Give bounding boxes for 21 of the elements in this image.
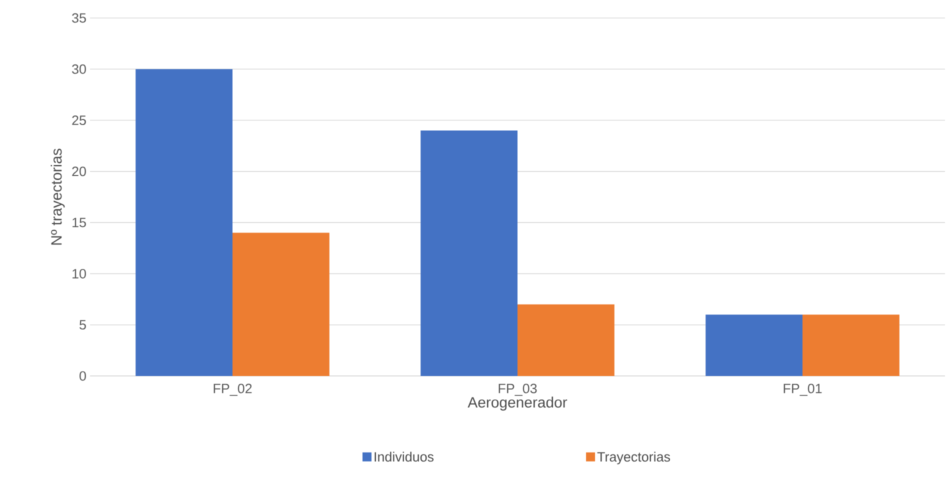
y-tick-label: 20 bbox=[72, 166, 86, 176]
x-tick-label: FP_03 bbox=[498, 384, 537, 396]
x-axis-title: Aerogenerador bbox=[468, 396, 568, 411]
y-tick-label: 0 bbox=[80, 371, 86, 381]
y-tick-label: 25 bbox=[72, 116, 86, 126]
y-tick-label: 5 bbox=[80, 320, 86, 330]
y-tick-label: 35 bbox=[72, 13, 86, 23]
y-axis-title: Nº trayectorias bbox=[50, 148, 65, 245]
x-tick-label: FP_02 bbox=[214, 384, 252, 396]
bar bbox=[518, 304, 614, 376]
bar bbox=[232, 232, 330, 376]
bar bbox=[136, 69, 233, 376]
x-tick-label: FP_01 bbox=[784, 384, 822, 396]
bar bbox=[802, 314, 900, 376]
bar bbox=[706, 314, 803, 376]
bar bbox=[420, 130, 518, 376]
y-tick-label: 30 bbox=[72, 64, 86, 74]
y-tick-label: 15 bbox=[72, 218, 86, 228]
legend-label: Individuos bbox=[374, 452, 434, 462]
y-tick-label: 10 bbox=[72, 268, 86, 278]
legend-label: Trayectorias bbox=[597, 452, 670, 464]
